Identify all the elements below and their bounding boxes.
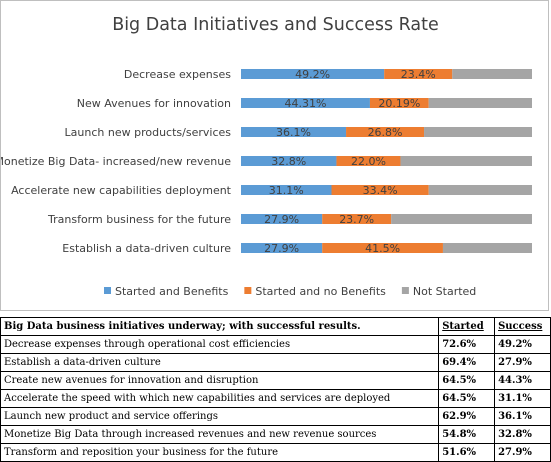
bar-not-started [424,127,532,137]
row-success: 27.9% [494,353,551,372]
bar-not-started [452,69,532,79]
bar-started-and-no-benefits [331,185,429,195]
bar-started-and-benefits [241,185,332,195]
bar-started-and-no-benefits [322,214,392,224]
header-started: Started [438,317,496,336]
chart-panel: Big Data Initiatives and Success Rate De… [0,0,549,311]
bar-not-started [428,185,532,195]
bar-started-and-no-benefits [322,243,443,253]
row-started: 64.5% [438,371,496,390]
row-success: 49.2% [494,335,551,354]
data-label: 23.7% [339,213,374,226]
row-started: 72.6% [438,335,496,354]
table-row: Decrease expenses through operational co… [0,335,551,354]
category-label: Monetize Big Data- increased/new revenue [1,155,231,168]
row-started: 51.6% [438,443,496,462]
category-label: Accelerate new capabilities deployment [11,184,232,197]
row-started: 62.9% [438,407,496,426]
row-success: 31.1% [494,389,551,408]
bar-not-started [400,156,532,166]
row-success: 32.8% [494,425,551,444]
data-label: 27.9% [264,213,299,226]
row-initiative: Launch new product and service offerings [0,407,440,426]
legend-swatch [401,287,409,294]
category-label: Establish a data-driven culture [62,242,231,255]
header-initiative: Big Data business initiatives underway; … [0,317,440,336]
legend-label: Started and Benefits [115,285,229,298]
bar-started-and-benefits [241,156,337,166]
data-label: 32.8% [271,155,306,168]
data-label: 41.5% [365,242,400,255]
bar-started-and-no-benefits [346,127,425,137]
category-label: Transform business for the future [47,213,231,226]
bar-not-started [442,243,532,253]
bar-started-and-no-benefits [384,69,453,79]
row-initiative: Transform and reposition your business f… [0,443,440,462]
data-label: 49.2% [295,68,330,81]
data-label: 27.9% [264,242,299,255]
row-success: 36.1% [494,407,551,426]
table-header-row: Big Data business initiatives underway; … [0,317,551,336]
category-label: Launch new products/services [65,126,232,139]
category-label: New Avenues for innovation [77,97,231,110]
legend-label: Started and no Benefits [255,285,386,298]
chart-title: Big Data Initiatives and Success Rate [112,15,439,35]
data-label: 26.8% [368,126,403,139]
row-initiative: Establish a data-driven culture [0,353,440,372]
data-label: 33.4% [363,184,398,197]
header-success: Success [494,317,551,336]
table-row: Launch new product and service offerings… [0,407,551,426]
bar-started-and-benefits [241,69,385,79]
data-label: 36.1% [276,126,311,139]
row-started: 64.5% [438,389,496,408]
summary-table: Big Data business initiatives underway; … [0,317,551,462]
row-initiative: Decrease expenses through operational co… [0,335,440,354]
bar-started-and-benefits [241,243,323,253]
data-label: 20.19% [378,97,420,110]
table-row: Monetize Big Data through increased reve… [0,425,551,444]
data-label: 44.31% [284,97,326,110]
table-row: Establish a data-driven culture 69.4% 27… [0,353,551,372]
legend-swatch [244,287,252,294]
stacked-bar-chart: Decrease expenses 49.2% 23.4% New Avenues f… [1,68,532,298]
data-label: 23.4% [401,68,436,81]
bar-started-and-benefits [241,214,323,224]
row-initiative: Monetize Big Data through increased reve… [0,425,440,444]
row-started: 69.4% [438,353,496,372]
bar-not-started [391,214,532,224]
bar-started-and-benefits [241,127,347,137]
table-row: Accelerate the speed with which new capa… [0,389,551,408]
table-row: Transform and reposition your business f… [0,443,551,462]
row-success: 44.3% [494,371,551,390]
category-label: Decrease expenses [124,68,231,81]
row-success: 27.9% [494,443,551,462]
bar-started-and-no-benefits [336,156,401,166]
data-label: 31.1% [269,184,304,197]
legend-swatch [104,287,111,294]
bar-started-and-benefits [241,98,370,108]
bar-not-started [428,98,532,108]
table-row: Create new avenues for innovation and di… [0,371,551,390]
row-started: 54.8% [438,425,496,444]
data-label: 22.0% [351,155,386,168]
bar-started-and-no-benefits [369,98,429,108]
row-initiative: Accelerate the speed with which new capa… [0,389,440,408]
legend-label: Not Started [413,285,476,298]
row-initiative: Create new avenues for innovation and di… [0,371,440,390]
